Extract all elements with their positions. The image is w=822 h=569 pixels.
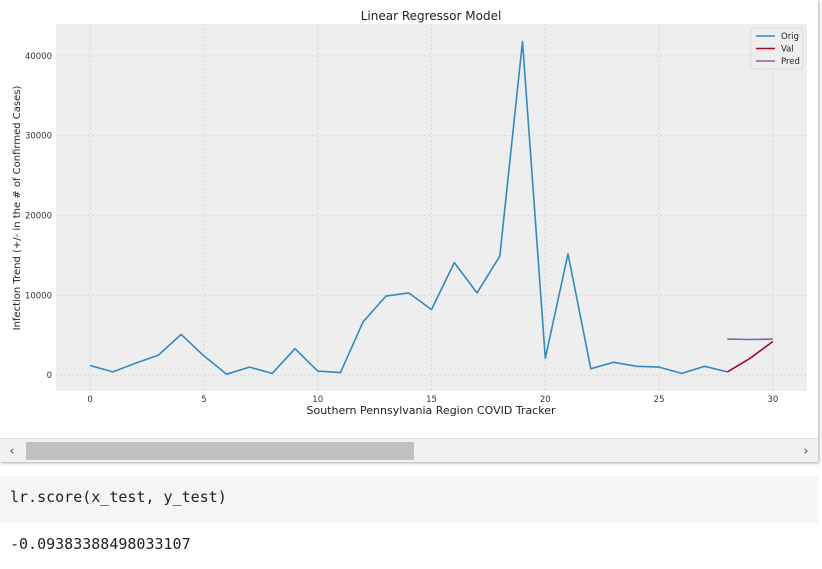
horizontal-scrollbar[interactable]: ‹ › [0, 438, 818, 462]
legend-box [750, 27, 804, 70]
cell-output-text: -0.09383388498033107 [10, 535, 191, 553]
x-tick-label: 20 [540, 395, 551, 405]
x-tick-label: 30 [767, 395, 778, 405]
y-tick-label: 40000 [25, 52, 52, 62]
x-tick-label: 15 [426, 395, 437, 405]
chart-output-area: 0 5 10 15 20 25 30 0 10000 20000 30000 40000 Linear… [0, 9, 818, 462]
legend-label-orig: Orig [781, 32, 799, 42]
y-tick-label: 30000 [25, 132, 52, 142]
scroll-left-arrow-icon[interactable]: ‹ [9, 443, 15, 459]
input-code-text[interactable]: lr.score(x_test, y_test) [10, 488, 227, 506]
line-chart: 0 5 10 15 20 25 30 0 10000 20000 30000 40000 Linear… [12, 9, 807, 417]
plot-area-background [56, 24, 807, 391]
y-axis-label: Infection Trend (+/- in the # of Confirm… [12, 86, 23, 331]
y-tick-label: 20000 [25, 211, 52, 221]
grid-lines [56, 24, 807, 391]
scrollbar-thumb[interactable] [26, 442, 414, 460]
tick-labels: 0 5 10 15 20 25 30 0 10000 20000 30000 40000 [25, 52, 778, 405]
x-tick-label: 5 [201, 395, 206, 405]
scroll-right-arrow-icon[interactable]: › [803, 443, 809, 459]
x-tick-label: 0 [87, 395, 92, 405]
code-input-cell[interactable]: lr.score(x_test, y_test) [0, 476, 818, 523]
legend-label-val: Val [781, 45, 794, 55]
legend: Orig Val Pred [750, 27, 804, 70]
x-tick-label: 25 [654, 395, 665, 405]
series-line-val [726, 340, 774, 373]
series-layer [89, 40, 774, 376]
y-tick-label: 10000 [25, 291, 52, 301]
y-tick-label: 0 [47, 371, 52, 381]
series-line-orig [89, 40, 728, 376]
x-axis-label: Southern Pennsylvania Region COVID Track… [306, 404, 555, 417]
x-tick-label: 10 [312, 395, 323, 405]
legend-label-pred: Pred [781, 57, 800, 67]
chart-title: Linear Regressor Model [361, 9, 502, 23]
